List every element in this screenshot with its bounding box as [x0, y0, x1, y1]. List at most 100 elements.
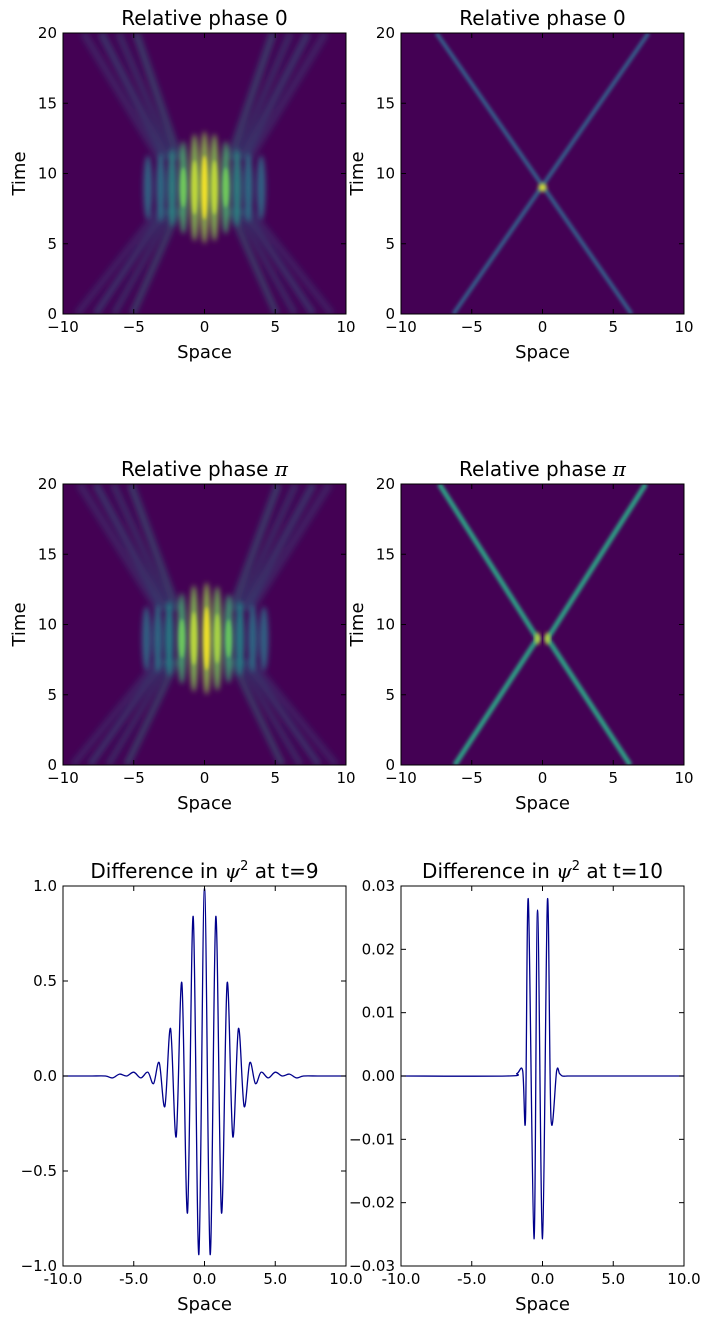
- heatmap-band: [70, 657, 162, 765]
- heatmap-fringe: [248, 605, 257, 673]
- title-text: Difference in: [90, 859, 224, 883]
- title-text: Difference in: [422, 859, 556, 883]
- title-symbol: π: [612, 457, 627, 481]
- y-tick-label: 15: [376, 545, 395, 563]
- heatmap-peak: [178, 618, 185, 659]
- y-tick-label: 1.0: [33, 877, 57, 895]
- soliton-track: [451, 33, 651, 314]
- title-superscript: 2: [240, 859, 248, 874]
- heatmap-background: [401, 33, 684, 314]
- x-tick-label: 10: [336, 318, 355, 336]
- title-suffix: at t=10: [580, 859, 663, 883]
- x-axis-label: Space: [177, 342, 232, 363]
- heatmap-band: [126, 484, 182, 612]
- heatmap-band: [234, 484, 300, 613]
- heatmap-band: [246, 206, 335, 314]
- heatmap-fringe: [143, 155, 153, 220]
- line-plot-5: [401, 898, 684, 1240]
- x-axis-label: Space: [515, 793, 570, 814]
- x-tick-label: -10.0: [382, 1270, 421, 1288]
- y-tick-label: 20: [38, 475, 57, 493]
- title-text: Relative phase: [459, 457, 613, 481]
- heatmap-background: [401, 484, 684, 765]
- y-axis-label: Time: [9, 602, 30, 647]
- heatmap-band: [105, 657, 174, 765]
- x-tick-label: 10: [674, 769, 693, 787]
- heatmap-fringe: [235, 600, 245, 677]
- y-axis-label: Time: [347, 151, 368, 196]
- y-tick-label: 0.01: [362, 1004, 395, 1022]
- heatmap-1: [401, 33, 684, 314]
- heatmap-2: [63, 484, 346, 765]
- y-tick-label: 10: [376, 165, 395, 183]
- series-line: [401, 898, 684, 1240]
- x-axis-label: Space: [515, 1294, 570, 1315]
- heatmap-peak: [201, 155, 208, 220]
- collision-peak: [538, 183, 547, 192]
- x-tick-label: 10.0: [329, 1270, 362, 1288]
- x-tick-label: -5.0: [457, 1270, 486, 1288]
- y-tick-label: −0.01: [349, 1130, 395, 1148]
- heatmap-band: [241, 484, 317, 613]
- x-tick-label: 10: [336, 769, 355, 787]
- heatmap-band: [87, 657, 168, 765]
- heatmap-band: [92, 206, 170, 314]
- heatmap-band: [233, 206, 299, 314]
- heatmap-peak: [190, 611, 197, 666]
- y-tick-label: −0.5: [21, 1162, 57, 1180]
- x-tick-label: −10: [47, 318, 79, 336]
- y-tick-label: 5: [385, 686, 395, 704]
- x-tick-label: −10: [385, 318, 417, 336]
- soliton-track: [434, 33, 634, 314]
- heatmap-peak: [211, 160, 218, 215]
- y-tick-label: 0.03: [362, 877, 395, 895]
- y-tick-label: 0: [47, 305, 57, 323]
- heatmap-band: [245, 33, 329, 162]
- heatmap-band: [241, 657, 322, 765]
- chart-title: Relative phase π: [459, 457, 627, 481]
- x-tick-label: 5: [270, 769, 280, 787]
- y-tick-label: 0: [385, 305, 395, 323]
- y-tick-label: 0.0: [33, 1067, 57, 1085]
- title-suffix: at t=9: [248, 859, 318, 883]
- x-tick-label: 5: [608, 318, 618, 336]
- y-tick-label: 0: [385, 756, 395, 774]
- x-tick-label: 0.0: [531, 1270, 555, 1288]
- y-tick-label: 20: [376, 24, 395, 42]
- heatmap-band: [123, 658, 181, 765]
- heatmap-band: [239, 206, 317, 314]
- chart-title: Relative phase π: [121, 457, 289, 481]
- y-tick-label: −1.0: [21, 1257, 57, 1275]
- title-symbol: π: [274, 457, 289, 481]
- heatmap-band: [110, 206, 176, 314]
- heatmap-band: [109, 484, 175, 613]
- heatmap-peak: [214, 613, 221, 664]
- heatmap-fringe: [156, 153, 166, 223]
- heatmap-fringe: [256, 155, 266, 220]
- heatmap-band: [239, 33, 312, 162]
- series-line: [63, 887, 346, 1256]
- x-tick-label: 0: [538, 769, 548, 787]
- chart-title: Difference in ψ2 at t=9: [90, 859, 318, 883]
- x-tick-label: −10: [385, 769, 417, 787]
- y-tick-label: 15: [38, 94, 57, 112]
- collision-peak: [535, 632, 540, 645]
- x-tick-label: −5: [461, 769, 483, 787]
- x-axis-label: Space: [177, 793, 232, 814]
- title-symbol: ψ: [224, 859, 240, 883]
- x-tick-label: -10.0: [44, 1270, 83, 1288]
- y-tick-label: 20: [376, 475, 395, 493]
- y-tick-label: 20: [38, 24, 57, 42]
- chart-title: Difference in ψ2 at t=10: [422, 859, 663, 883]
- heatmap-peak: [180, 167, 187, 208]
- heatmap-band: [114, 33, 177, 162]
- x-tick-label: 0: [200, 769, 210, 787]
- y-tick-label: 0: [47, 756, 57, 774]
- y-axis-label: Time: [9, 151, 30, 196]
- y-tick-label: −0.03: [349, 1257, 395, 1275]
- y-tick-label: 5: [47, 686, 57, 704]
- y-tick-label: 10: [38, 616, 57, 634]
- y-tick-label: 10: [38, 165, 57, 183]
- heatmap-fringe: [153, 604, 163, 673]
